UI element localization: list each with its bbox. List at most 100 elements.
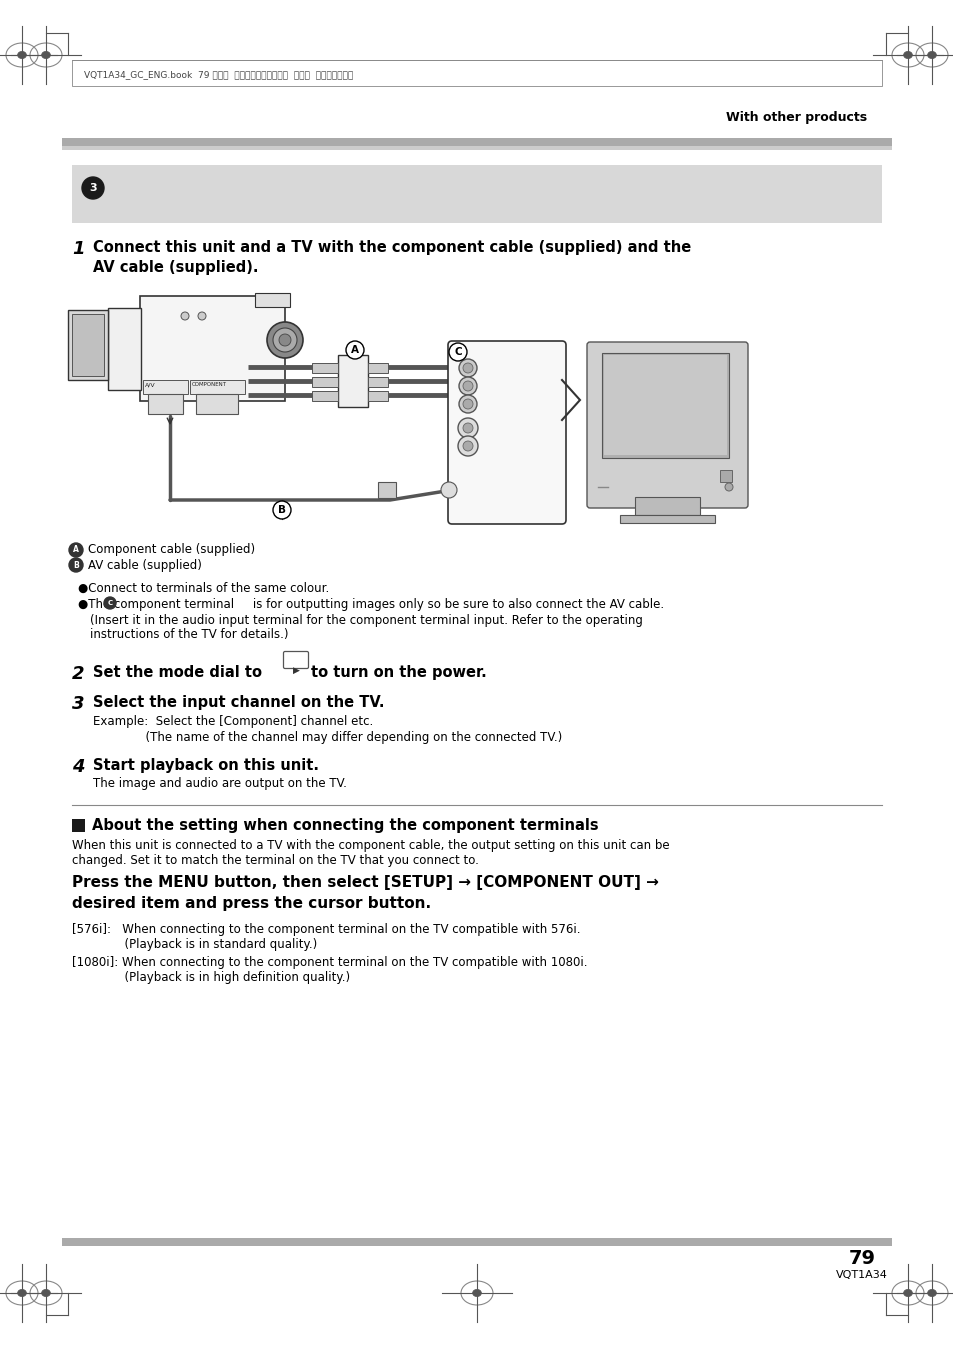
Circle shape: [462, 399, 473, 408]
Bar: [140, 297, 285, 400]
Bar: [108, 307, 141, 390]
Text: Start playback on this unit.: Start playback on this unit.: [92, 758, 318, 772]
Text: [576i]:   When connecting to the component terminal on the TV compatible with 57: [576i]: When connecting to the component…: [71, 923, 579, 936]
Circle shape: [69, 543, 83, 557]
Text: AUDIO IN: AUDIO IN: [483, 427, 532, 437]
Ellipse shape: [926, 51, 936, 58]
Circle shape: [462, 363, 473, 373]
Text: (Insert it in the audio input terminal for the component terminal input. Refer t: (Insert it in the audio input terminal f…: [90, 613, 642, 627]
Circle shape: [278, 334, 291, 346]
Bar: [619, 515, 714, 523]
Text: VIDEO IN: VIDEO IN: [479, 373, 526, 384]
Bar: [452, 345, 561, 520]
Circle shape: [104, 597, 116, 609]
Circle shape: [273, 328, 296, 352]
Text: (The name of the channel may differ depending on the connected TV.): (The name of the channel may differ depe…: [92, 731, 561, 744]
Text: 2: 2: [71, 665, 85, 683]
Bar: [68, 310, 108, 380]
Text: ●The component terminal     is for outputting images only so be sure to also con: ●The component terminal is for outputtin…: [78, 599, 663, 611]
Circle shape: [69, 558, 83, 572]
Ellipse shape: [17, 51, 27, 58]
Bar: [377, 483, 395, 497]
Bar: [71, 314, 104, 376]
Bar: [312, 377, 337, 387]
Text: (supplied): (supplied): [122, 190, 206, 205]
Text: AV cable (supplied): AV cable (supplied): [88, 558, 202, 572]
Circle shape: [457, 435, 477, 456]
Bar: [312, 363, 337, 373]
Text: VQT1A34_GC_ENG.book  79 ページ  ２００７年１月２７日  土曜日  午後１時４６分: VQT1A34_GC_ENG.book 79 ページ ２００７年１月２７日 土曜…: [84, 70, 353, 80]
Ellipse shape: [472, 1290, 481, 1297]
Circle shape: [457, 418, 477, 438]
Circle shape: [724, 483, 732, 491]
Ellipse shape: [42, 1290, 51, 1297]
Text: The image and audio are output on the TV.: The image and audio are output on the TV…: [92, 776, 347, 790]
Text: [1080i]: When connecting to the component terminal on the TV compatible with 108: [1080i]: When connecting to the componen…: [71, 956, 587, 969]
Text: Example:  Select the [Component] channel etc.: Example: Select the [Component] channel …: [92, 714, 373, 728]
Circle shape: [458, 377, 476, 395]
Circle shape: [458, 395, 476, 412]
Bar: [254, 293, 290, 307]
Circle shape: [462, 423, 473, 433]
Bar: [190, 380, 245, 394]
Bar: [71, 164, 882, 222]
Text: A: A: [351, 345, 358, 355]
Bar: [368, 377, 388, 387]
Circle shape: [346, 341, 364, 359]
Ellipse shape: [902, 1290, 911, 1297]
Text: Connecting with the component cable (supplied) and the AV cable: Connecting with the component cable (sup…: [112, 167, 659, 182]
Text: to turn on the power.: to turn on the power.: [311, 665, 486, 679]
Text: 4: 4: [71, 758, 85, 776]
Circle shape: [198, 311, 206, 319]
Bar: [62, 1237, 891, 1246]
Bar: [337, 355, 368, 407]
Text: Connect this unit and a TV with the component cable (supplied) and the: Connect this unit and a TV with the comp…: [92, 240, 691, 255]
Text: About the setting when connecting the component terminals: About the setting when connecting the co…: [91, 818, 598, 833]
Bar: [601, 353, 728, 458]
Bar: [368, 391, 388, 400]
Bar: [368, 363, 388, 373]
Text: B: B: [277, 506, 286, 515]
Circle shape: [273, 501, 291, 519]
Bar: [71, 820, 85, 832]
Text: C: C: [108, 600, 112, 607]
Text: A: A: [73, 546, 79, 554]
Text: (Playback is in standard quality.): (Playback is in standard quality.): [71, 938, 317, 950]
Bar: [62, 146, 891, 150]
Text: With other products: With other products: [725, 112, 866, 124]
Text: (Playback is in high definition quality.): (Playback is in high definition quality.…: [71, 971, 350, 984]
FancyBboxPatch shape: [448, 341, 565, 524]
Text: 3: 3: [71, 696, 85, 713]
Bar: [148, 394, 183, 414]
Text: desired item and press the cursor button.: desired item and press the cursor button…: [71, 896, 431, 911]
Ellipse shape: [902, 51, 911, 58]
Bar: [635, 497, 700, 515]
Circle shape: [458, 359, 476, 377]
Ellipse shape: [926, 1290, 936, 1297]
Text: instructions of the TV for details.): instructions of the TV for details.): [90, 628, 288, 642]
Text: COMPONENT: COMPONENT: [192, 383, 227, 387]
Text: 79: 79: [847, 1248, 875, 1267]
Ellipse shape: [17, 1290, 27, 1297]
Circle shape: [440, 483, 456, 497]
Ellipse shape: [42, 51, 51, 58]
Circle shape: [462, 381, 473, 391]
Circle shape: [82, 177, 104, 200]
FancyBboxPatch shape: [586, 342, 747, 508]
Text: Component cable (supplied): Component cable (supplied): [88, 542, 254, 555]
Bar: [143, 380, 188, 394]
Text: AV cable (supplied).: AV cable (supplied).: [92, 260, 258, 275]
Bar: [71, 61, 882, 86]
FancyBboxPatch shape: [283, 651, 308, 669]
Bar: [312, 391, 337, 400]
Text: A/V: A/V: [145, 383, 155, 387]
Text: ▶: ▶: [293, 666, 299, 674]
Text: ●Connect to terminals of the same colour.: ●Connect to terminals of the same colour…: [78, 582, 329, 594]
Circle shape: [449, 342, 467, 361]
Text: Press the MENU button, then select [SETUP] → [COMPONENT OUT] →: Press the MENU button, then select [SETU…: [71, 875, 659, 890]
Text: 1: 1: [71, 240, 85, 257]
Bar: [603, 355, 726, 456]
Bar: [62, 137, 891, 146]
Text: C: C: [454, 346, 461, 357]
Circle shape: [462, 441, 473, 452]
